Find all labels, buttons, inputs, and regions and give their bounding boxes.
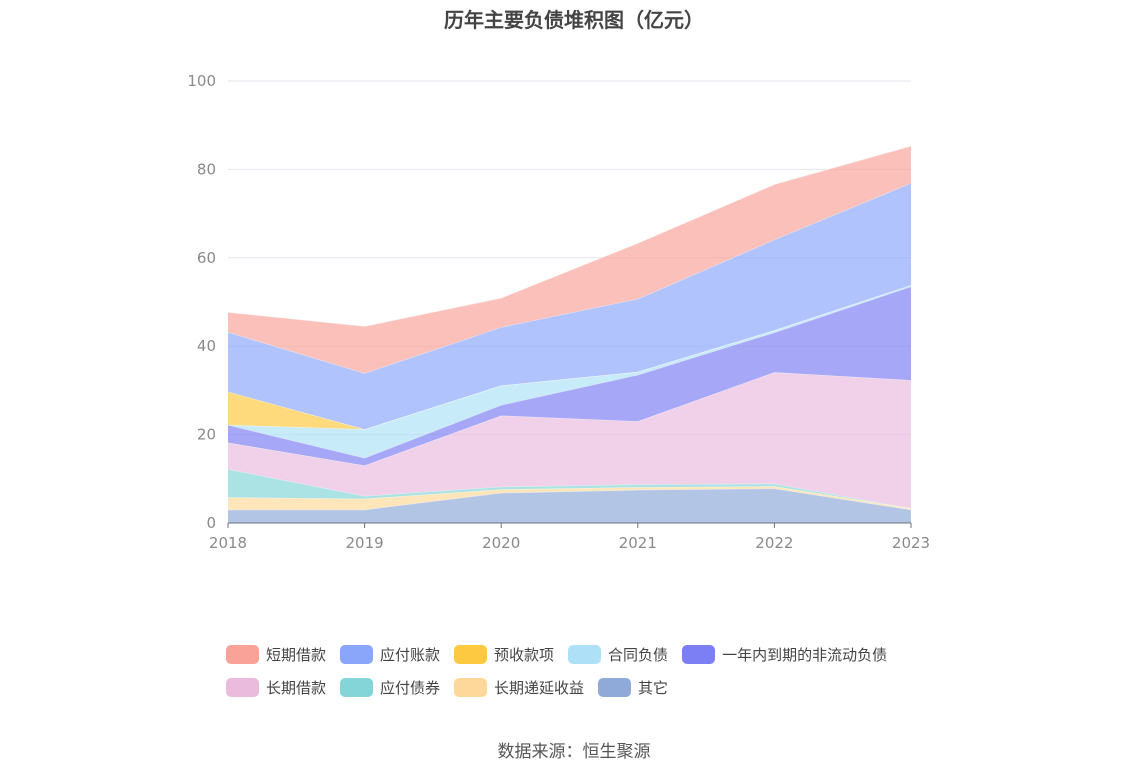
area-series-1 [228,486,911,510]
x-tick-label: 2021 [619,534,657,552]
legend-item[interactable]: 应付债券 [340,677,440,698]
legend-label: 长期借款 [266,679,327,697]
y-tick-label: 100 [187,72,216,90]
x-tick-label: 2018 [209,534,247,552]
legend-swatch [598,678,632,697]
y-tick-label: 0 [206,514,216,532]
legend-label: 预收款项 [494,646,555,664]
area-series-8 [228,146,911,374]
legend-label: 短期借款 [266,646,327,664]
legend: 短期借款 应付账款 预收款项 合同负债 一年内到期的非流动负债长期借款 应付债券 长期递延收… [226,638,946,704]
legend-item[interactable]: 其它 [598,677,668,698]
x-tick-label: 2023 [892,534,930,552]
legend-label: 合同负债 [608,646,669,664]
legend-swatch [454,678,488,697]
legend-row: 短期借款 应付账款 预收款项 合同负债 一年内到期的非流动负债 [226,638,946,671]
area-series-5 [228,285,911,458]
area-series-0 [228,488,911,523]
stacked-area-chart: 0 20 40 60 80 100 2018 2019 2020 2021 2022 2023 [187,72,930,552]
legend-swatch [568,645,602,664]
legend-row: 长期借款 应付债券 长期递延收益 其它 [226,671,946,704]
legend-label: 其它 [638,679,669,697]
legend-item[interactable]: 预收款项 [454,644,554,665]
y-tick-label: 60 [197,249,216,267]
area-series-edge-8 [227,145,912,327]
legend-swatch [226,645,259,664]
area-series-6 [228,285,911,430]
legend-item[interactable]: 长期借款 [226,677,326,698]
legend-label: 长期递延收益 [494,679,585,697]
area-series-3 [228,372,911,509]
legend-swatch [226,678,259,697]
area-series-4 [228,286,911,466]
legend-swatch [682,645,716,664]
data-source: 数据来源：恒生聚源 [497,742,651,762]
y-tick-label: 20 [197,426,216,444]
chart-title: 历年主要负债堆积图（亿元） [444,8,704,32]
x-tick-label: 2022 [755,534,793,552]
legend-swatch [340,678,374,697]
legend-label: 应付债券 [380,679,441,697]
y-tick-label: 80 [197,160,216,178]
legend-swatch [454,645,488,664]
legend-item[interactable]: 应付账款 [340,644,440,665]
x-tick-label: 2019 [346,534,384,552]
legend-label: 应付账款 [380,646,441,664]
legend-swatch [340,645,374,664]
legend-item[interactable]: 长期递延收益 [454,677,584,698]
legend-item[interactable]: 合同负债 [568,644,668,665]
y-tick-label: 40 [197,337,216,355]
legend-label: 一年内到期的非流动负债 [722,646,888,664]
legend-item[interactable]: 短期借款 [226,644,326,665]
x-tick-label: 2020 [482,534,520,552]
legend-item[interactable]: 一年内到期的非流动负债 [682,644,887,665]
area-series-7 [228,183,911,430]
axes: 0 20 40 60 80 100 2018 2019 2020 2021 2022 2023 [187,72,930,552]
area-series-edge-4 [227,286,912,459]
area-series [227,145,912,523]
